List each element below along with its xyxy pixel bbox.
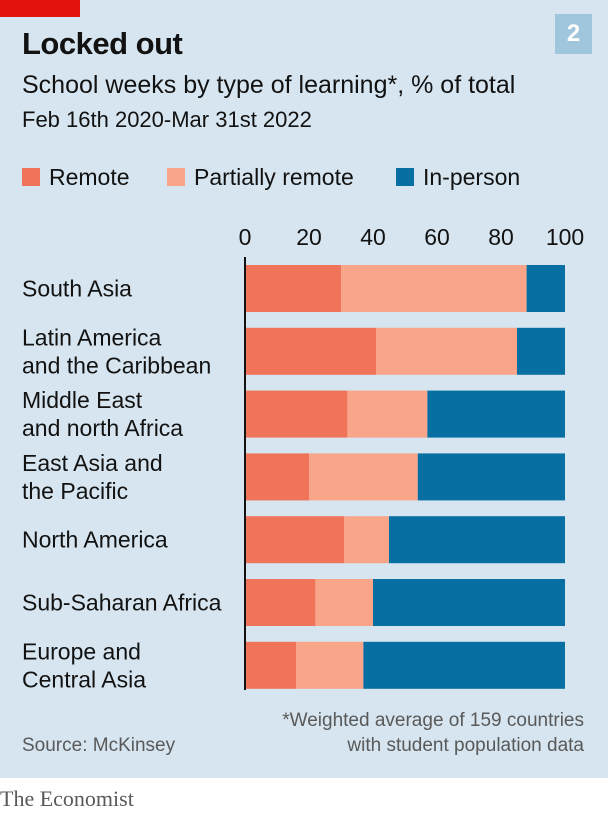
bar-segment-in-person	[363, 641, 565, 689]
x-tick-label: 80	[488, 224, 514, 250]
bar-segment-in-person	[427, 390, 565, 438]
chart-date-range: Feb 16th 2020-Mar 31st 2022	[22, 107, 312, 132]
bar-segment-remote	[245, 390, 348, 438]
bar-segment-partially-remote	[296, 641, 364, 689]
category-label: Europe and	[22, 638, 141, 664]
category-label: North America	[22, 527, 168, 553]
x-tick-label: 60	[424, 224, 450, 250]
footnote: *Weighted average of 159 countries with …	[244, 708, 584, 758]
bar-segment-in-person	[517, 327, 565, 375]
chart-subtitle: School weeks by type of learning*, % of …	[22, 71, 516, 99]
x-tick-label: 100	[546, 224, 584, 250]
brand-red-tag	[0, 0, 80, 17]
bar-segment-remote	[245, 516, 345, 564]
legend-item-partially-remote: Partially remote	[167, 163, 354, 191]
legend-swatch-in-person	[396, 168, 414, 186]
category-label: the Pacific	[22, 478, 128, 504]
bar-segment-partially-remote	[347, 390, 428, 438]
category-label: and north Africa	[22, 415, 183, 441]
bar-segment-remote	[245, 641, 297, 689]
chart-title: Locked out	[22, 26, 183, 61]
legend-item-remote: Remote	[22, 163, 130, 191]
x-tick-label: 20	[296, 224, 322, 250]
bar-segment-in-person	[417, 453, 565, 501]
footnote-line-2: with student population data	[347, 735, 584, 756]
economist-logo-text: The Economist	[0, 786, 134, 811]
bar-segment-partially-remote	[315, 579, 373, 626]
category-label: and the Caribbean	[22, 352, 211, 378]
bar-segment-in-person	[389, 516, 565, 564]
bar-segment-partially-remote	[341, 265, 527, 312]
legend-label-in-person: In-person	[423, 163, 521, 190]
category-label: Sub-Saharan Africa	[22, 590, 222, 616]
x-tick-label: 40	[360, 224, 386, 250]
bar-segment-remote	[245, 265, 341, 312]
category-label: Middle East	[22, 387, 143, 413]
category-label: South Asia	[22, 276, 132, 302]
x-tick-label: 0	[239, 224, 252, 250]
category-label: Central Asia	[22, 666, 146, 692]
bar-segment-partially-remote	[376, 327, 517, 375]
bar-segment-in-person	[526, 265, 565, 312]
bar-segment-remote	[245, 453, 309, 501]
legend-label-remote: Remote	[49, 163, 130, 190]
legend-item-in-person: In-person	[396, 163, 520, 191]
bar-segment-partially-remote	[309, 453, 418, 501]
chart-number-badge: 2	[555, 14, 592, 54]
bar-segment-remote	[245, 579, 316, 626]
category-label: Latin America	[22, 324, 162, 350]
bar-segment-in-person	[373, 579, 565, 626]
footnote-line-1: *Weighted average of 159 countries	[282, 710, 584, 731]
category-label: East Asia and	[22, 450, 163, 476]
legend-swatch-partially-remote	[167, 168, 185, 186]
source-note: Source: McKinsey	[22, 735, 176, 756]
bar-segment-remote	[245, 327, 377, 375]
legend-swatch-remote	[22, 168, 40, 186]
bar-segment-partially-remote	[344, 516, 389, 564]
legend-label-partially-remote: Partially remote	[194, 163, 354, 190]
